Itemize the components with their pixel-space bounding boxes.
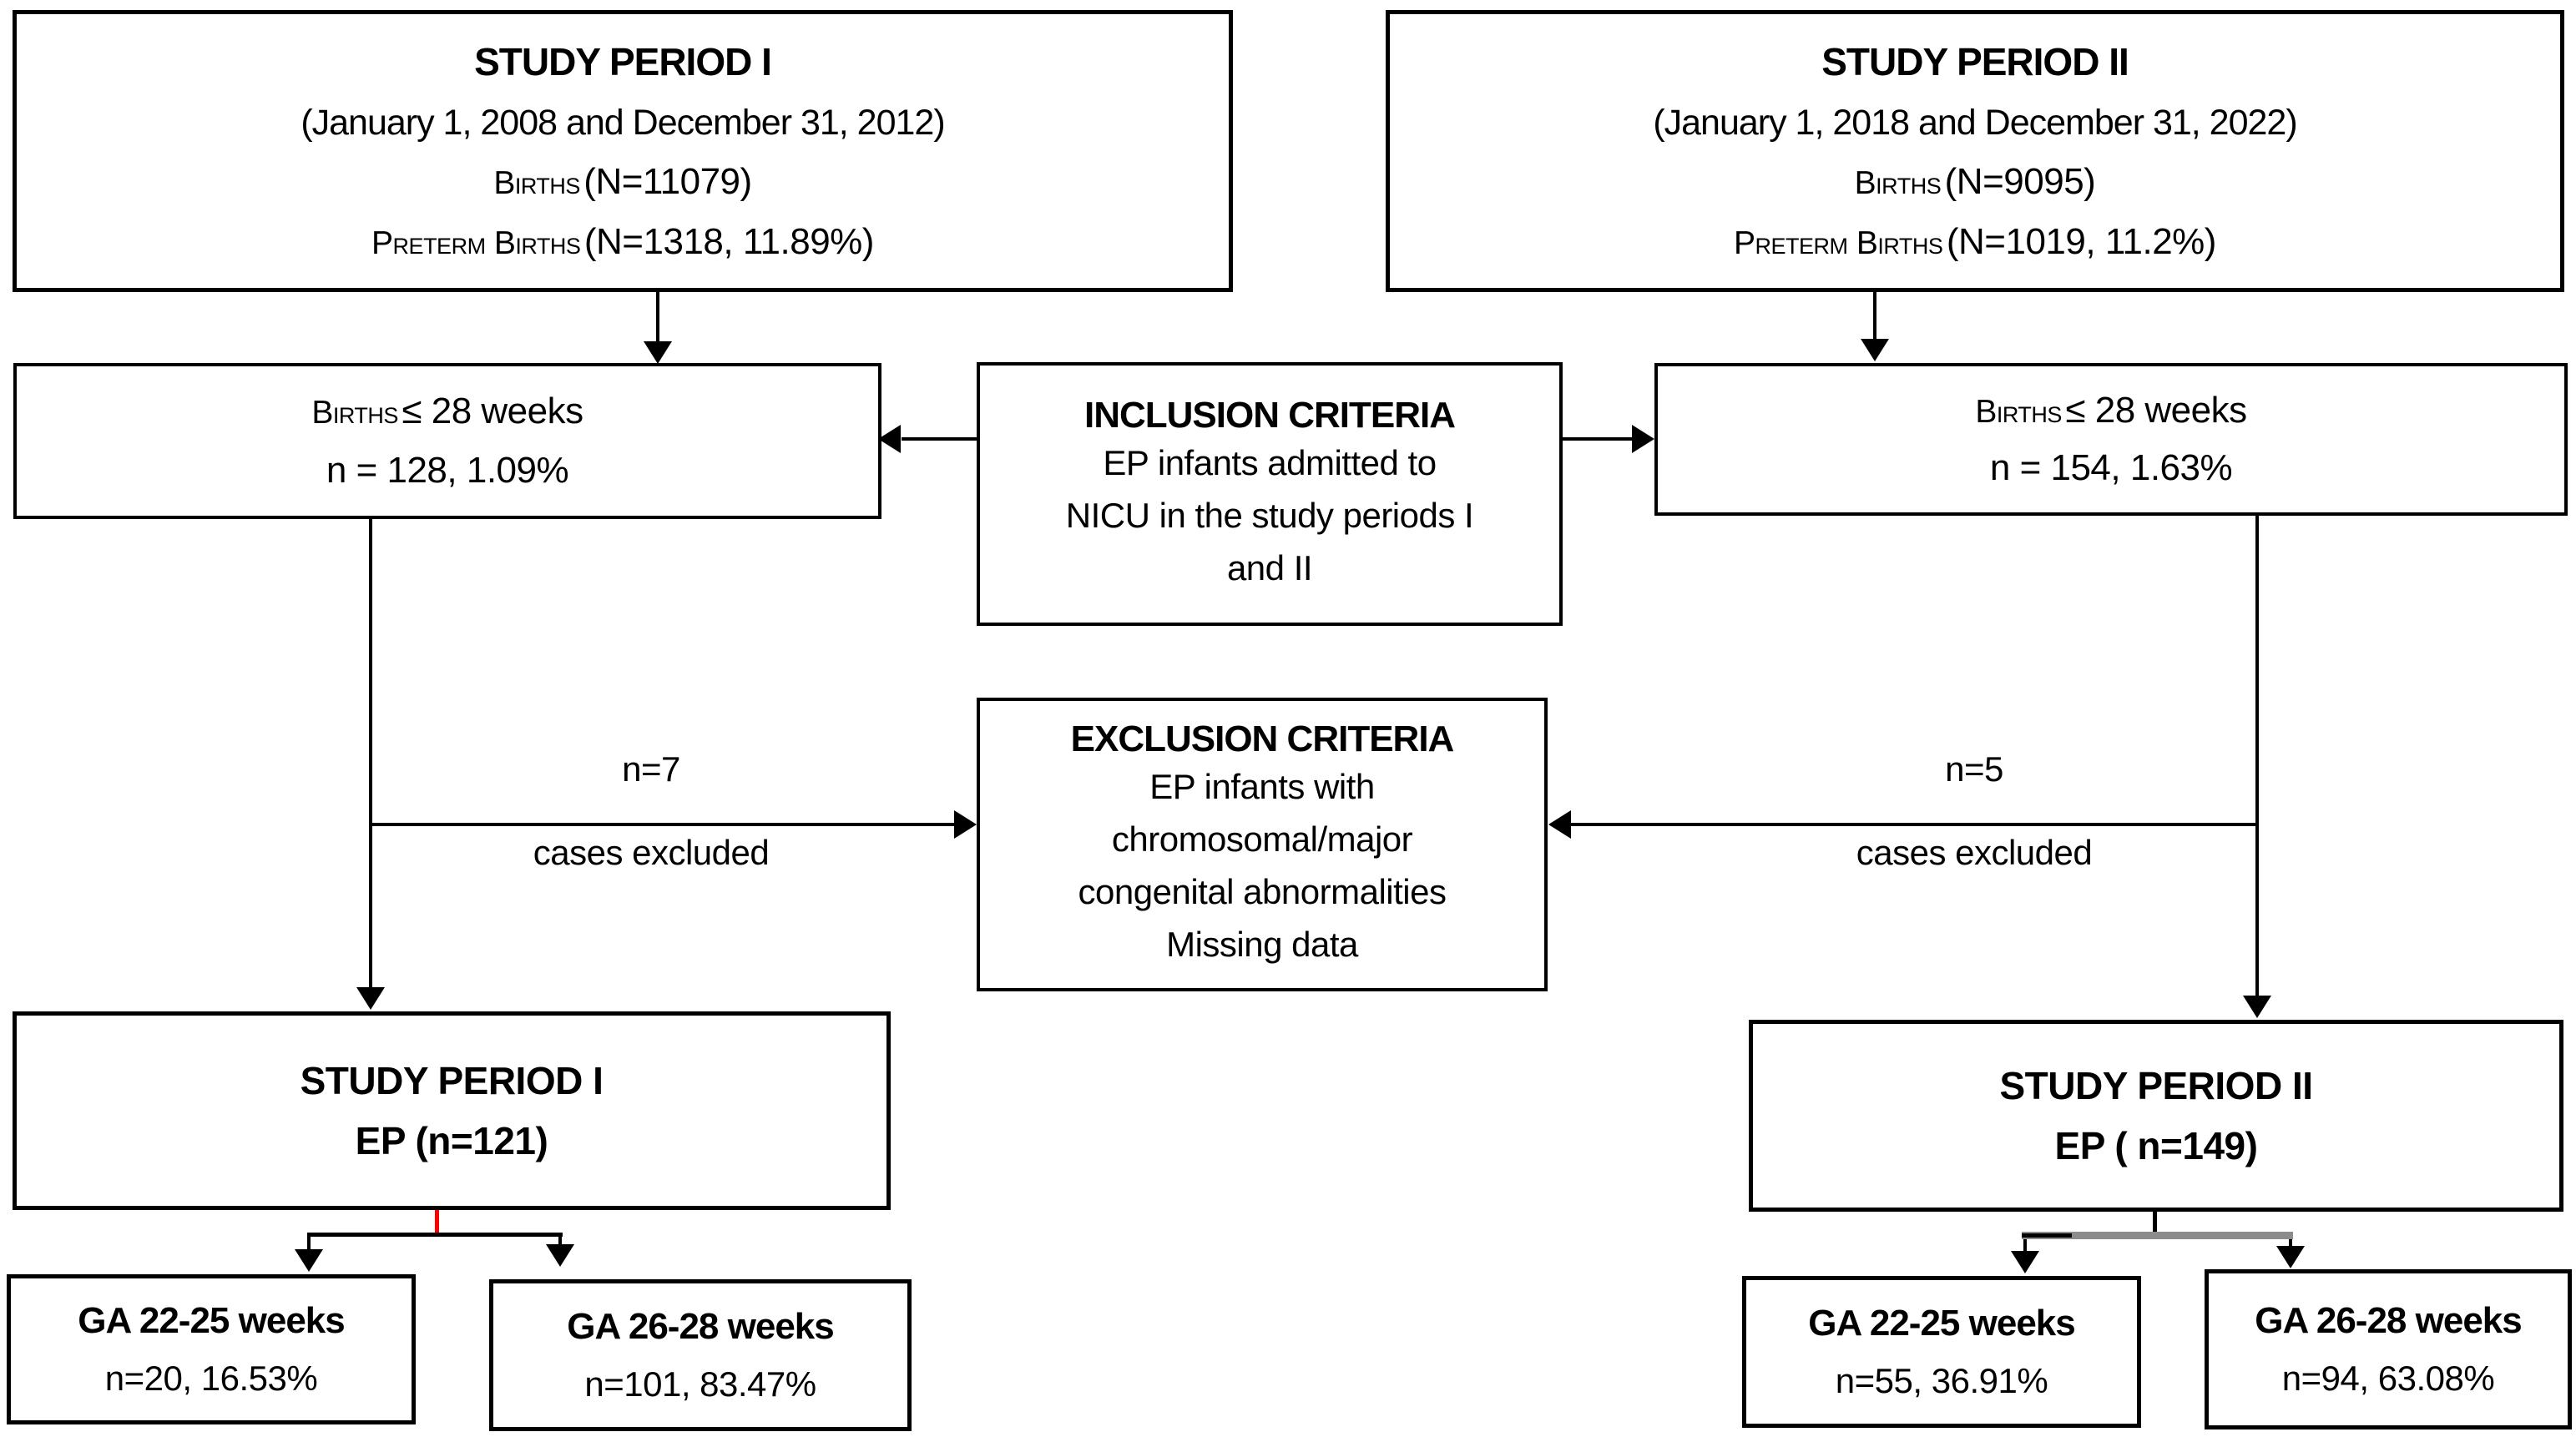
study-period-2-ep-title: STUDY PERIOD II xyxy=(1999,1064,2313,1107)
inclusion-line-3: and II xyxy=(1226,547,1313,587)
preterm-births-label: Preterm Births xyxy=(371,225,581,262)
box-births-28-weeks-period2: Births ≤ 28 weeks n = 154, 1.63% xyxy=(1654,363,2568,516)
births-28-rest: ≤ 28 weeks xyxy=(2065,389,2247,431)
excluded-left-count: n=7 xyxy=(622,749,680,789)
births-label: Births xyxy=(311,395,398,431)
connector-right-split-drop2 xyxy=(2289,1239,2292,1249)
births-label: Births xyxy=(1975,393,2062,430)
connector-left-split-bar xyxy=(307,1233,563,1237)
connector-period2-top-down-line xyxy=(1873,292,1876,342)
study-period-1-title: STUDY PERIOD I xyxy=(474,39,772,83)
arrowhead-right-arm-down xyxy=(2243,996,2271,1018)
exclusion-line-1: EP infants with xyxy=(1149,767,1375,806)
connector-period1-top-down-line xyxy=(656,292,659,344)
connector-left-exclusion-line xyxy=(369,823,957,826)
study-period-1-ep-title: STUDY PERIOD I xyxy=(300,1059,604,1102)
box-exclusion-criteria: EXCLUSION CRITERIA EP infants with chrom… xyxy=(977,698,1548,991)
box-study-period-1-ep: STUDY PERIOD I EP (n=121) xyxy=(13,1011,891,1210)
connector-right-split-bar-end-left xyxy=(2022,1233,2072,1238)
inclusion-line-2: NICU in the study periods I xyxy=(1065,495,1474,535)
connector-left-arm-vertical xyxy=(369,517,372,990)
exclusion-line-2: chromosomal/major xyxy=(1111,819,1413,859)
box-births-28-weeks-period1: Births ≤ 28 weeks n = 128, 1.09% xyxy=(13,363,881,519)
box-inclusion-criteria: INCLUSION CRITERIA EP infants admitted t… xyxy=(977,362,1563,626)
ga-22-25-title: GA 22-25 weeks xyxy=(1808,1303,2075,1344)
connector-left-split-drop1 xyxy=(307,1235,311,1252)
ga-22-25-count: n=55, 36.91% xyxy=(1835,1361,2048,1400)
births-28-weeks-line: Births ≤ 28 weeks xyxy=(1975,389,2247,431)
preterm-births-label: Preterm Births xyxy=(1734,225,1943,262)
exclusion-line-3: congenital abnormalities xyxy=(1078,872,1447,911)
births-28-count: n = 154, 1.63% xyxy=(1989,447,2233,489)
preterm-births-value: (N=1019, 11.2%) xyxy=(1946,221,2217,263)
connector-left-split-red-stub xyxy=(435,1210,439,1235)
connector-left-split-drop2 xyxy=(558,1235,562,1248)
box-study-period-2-top: STUDY PERIOD II (January 1, 2018 and Dec… xyxy=(1386,10,2564,292)
arrowhead-ga-26-28-period2 xyxy=(2276,1246,2305,1268)
births-label: Births xyxy=(1854,165,1942,202)
excluded-right-count: n=5 xyxy=(1945,749,2003,789)
arrowhead-ga-22-25-period2 xyxy=(2011,1251,2039,1273)
inclusion-line-1: EP infants admitted to xyxy=(1103,442,1437,482)
arrowhead-right-exclusion xyxy=(1548,810,1571,839)
study-period-1-births: Births (N=11079) xyxy=(493,161,752,203)
connector-right-split-bar xyxy=(2022,1232,2293,1239)
arrowhead-left-exclusion xyxy=(954,810,977,839)
arrowhead-ga-26-28-period1 xyxy=(546,1244,574,1267)
study-period-1-ep-count: EP (n=121) xyxy=(355,1119,548,1162)
connector-right-split-stub xyxy=(2153,1212,2157,1237)
box-study-period-1-top: STUDY PERIOD I (January 1, 2008 and Dece… xyxy=(13,10,1233,292)
connector-right-arm-vertical xyxy=(2255,514,2259,998)
study-period-2-dates: (January 1, 2018 and December 31, 2022) xyxy=(1653,102,2297,143)
births-label: Births xyxy=(493,165,580,202)
connector-inclusion-left-line xyxy=(902,437,978,441)
ga-26-28-title: GA 26-28 weeks xyxy=(567,1306,834,1347)
arrowhead-left-arm-down xyxy=(356,987,385,1010)
ga-22-25-title: GA 22-25 weeks xyxy=(78,1300,345,1341)
box-ga-22-25-period2: GA 22-25 weeks n=55, 36.91% xyxy=(1742,1276,2141,1428)
box-study-period-2-ep: STUDY PERIOD II EP ( n=149) xyxy=(1749,1020,2563,1212)
preterm-births-value: (N=1318, 11.89%) xyxy=(583,221,875,263)
births-28-weeks-line: Births ≤ 28 weeks xyxy=(311,391,583,432)
arrowhead-inclusion-right xyxy=(1632,425,1654,453)
study-period-2-title: STUDY PERIOD II xyxy=(1821,39,2129,83)
ga-26-28-count: n=101, 83.47% xyxy=(584,1364,816,1404)
excluded-right-caption: cases excluded xyxy=(1856,833,2093,872)
ga-22-25-count: n=20, 16.53% xyxy=(104,1359,318,1398)
ga-26-28-count: n=94, 63.08% xyxy=(2281,1359,2495,1398)
arrowhead-ga-22-25-period1 xyxy=(295,1249,323,1272)
connector-inclusion-right-line xyxy=(1563,437,1633,441)
box-ga-26-28-period2: GA 26-28 weeks n=94, 63.08% xyxy=(2205,1269,2572,1429)
exclusion-line-4: Missing data xyxy=(1166,925,1358,964)
arrowhead-inclusion-left xyxy=(878,425,901,453)
connector-right-exclusion-line xyxy=(1571,823,2257,826)
box-ga-22-25-period1: GA 22-25 weeks n=20, 16.53% xyxy=(7,1274,416,1424)
births-28-rest: ≤ 28 weeks xyxy=(402,391,583,431)
study-period-2-ep-count: EP ( n=149) xyxy=(2054,1124,2258,1167)
connector-right-split-drop1 xyxy=(2023,1239,2027,1253)
births-value: (N=11079) xyxy=(583,161,752,203)
study-period-2-births: Births (N=9095) xyxy=(1855,161,2096,203)
arrowhead-period2-top-down xyxy=(1861,339,1889,361)
arrowhead-period1-top-down xyxy=(644,341,672,364)
exclusion-criteria-title: EXCLUSION CRITERIA xyxy=(1070,718,1455,759)
births-value: (N=9095) xyxy=(1944,161,2096,203)
ga-26-28-title: GA 26-28 weeks xyxy=(2255,1300,2522,1341)
births-28-count: n = 128, 1.09% xyxy=(326,450,569,491)
study-period-1-preterm: Preterm Births (N=1318, 11.89%) xyxy=(371,221,874,263)
excluded-left-caption: cases excluded xyxy=(533,833,770,872)
study-period-2-preterm: Preterm Births (N=1019, 11.2%) xyxy=(1734,221,2216,263)
study-period-1-dates: (January 1, 2008 and December 31, 2012) xyxy=(301,102,945,143)
box-ga-26-28-period1: GA 26-28 weeks n=101, 83.47% xyxy=(489,1279,912,1431)
inclusion-criteria-title: INCLUSION CRITERIA xyxy=(1084,394,1456,436)
